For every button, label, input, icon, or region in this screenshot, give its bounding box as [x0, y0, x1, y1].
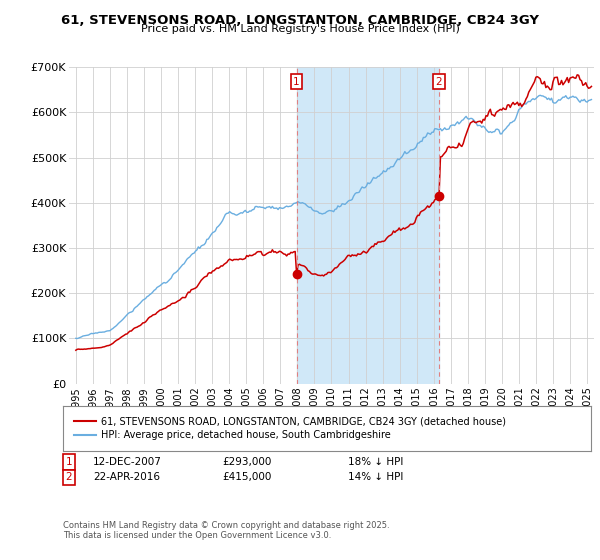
Text: 22-APR-2016: 22-APR-2016: [93, 472, 160, 482]
Text: 12-DEC-2007: 12-DEC-2007: [93, 457, 162, 467]
Text: 61, STEVENSONS ROAD, LONGSTANTON, CAMBRIDGE, CB24 3GY: 61, STEVENSONS ROAD, LONGSTANTON, CAMBRI…: [61, 14, 539, 27]
Text: 1: 1: [293, 77, 300, 87]
Text: 18% ↓ HPI: 18% ↓ HPI: [348, 457, 403, 467]
Text: 1: 1: [65, 457, 73, 467]
Text: £293,000: £293,000: [222, 457, 271, 467]
Text: £415,000: £415,000: [222, 472, 271, 482]
Text: Contains HM Land Registry data © Crown copyright and database right 2025.
This d: Contains HM Land Registry data © Crown c…: [63, 521, 389, 540]
Legend: 61, STEVENSONS ROAD, LONGSTANTON, CAMBRIDGE, CB24 3GY (detached house), HPI: Ave: 61, STEVENSONS ROAD, LONGSTANTON, CAMBRI…: [71, 413, 509, 444]
Text: 14% ↓ HPI: 14% ↓ HPI: [348, 472, 403, 482]
Bar: [296, 67, 439, 384]
Text: 2: 2: [65, 472, 73, 482]
Text: 2: 2: [436, 77, 442, 87]
Text: Price paid vs. HM Land Registry's House Price Index (HPI): Price paid vs. HM Land Registry's House …: [140, 24, 460, 34]
